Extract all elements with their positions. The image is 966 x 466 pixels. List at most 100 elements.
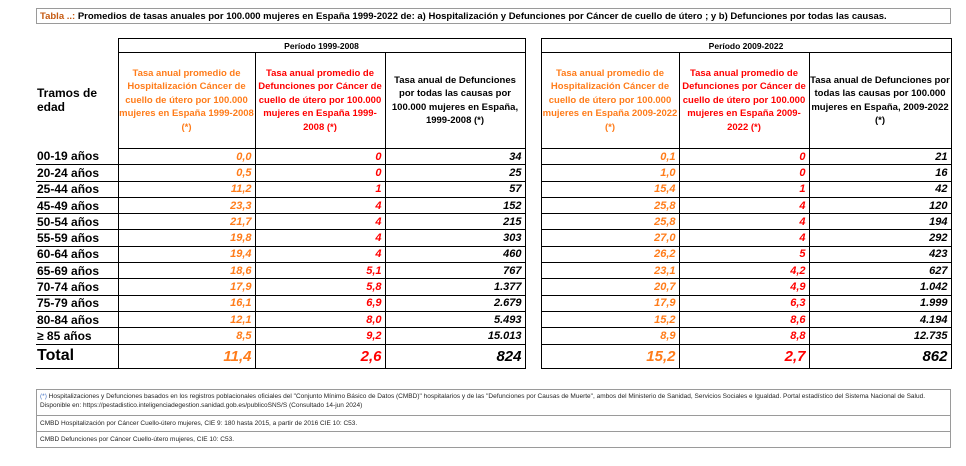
header-hosp-1999-2008: Tasa anual promedio de Hospitalización C…	[117, 52, 256, 149]
value-cell: 25	[384, 164, 526, 182]
value-cell: 16	[808, 164, 952, 182]
age-group-label: ≥ 85 años	[36, 327, 118, 345]
value-cell: 4	[254, 213, 386, 231]
value-cell: 292	[808, 229, 952, 247]
value-cell: 0,0	[117, 147, 256, 166]
table-row: ≥ 85 años 8,5 9,2 15.013 8,9 8,8 12.735	[36, 327, 952, 345]
table-title-text: Promedios de tasas anuales por 100.000 m…	[75, 11, 887, 22]
value-cell: 12,1	[117, 310, 256, 329]
value-cell: 4	[254, 245, 386, 264]
period-1-header: Período 1999-2008	[117, 38, 526, 53]
age-group-label: 50-54 años	[36, 213, 118, 231]
value-cell: 0	[678, 164, 810, 182]
table-row: 60-64 años 19,4 4 460 26,2 5 423	[36, 245, 952, 264]
footnote-cmbd-deaths: CMBD Defunciones por Cáncer Cuello-útero…	[36, 432, 951, 448]
value-cell: 25,8	[540, 196, 680, 215]
value-cell: 1	[678, 180, 810, 198]
value-cell: 17,9	[117, 278, 256, 296]
value-cell: 0	[678, 147, 810, 166]
table-row: 20-24 años 0,5 0 25 1,0 0 16	[36, 164, 952, 182]
table-row: 80-84 años 12,1 8,0 5.493 15,2 8,6 4.194	[36, 310, 952, 329]
age-group-label: 00-19 años	[36, 148, 118, 166]
value-cell: 460	[384, 245, 526, 264]
age-group-label: 20-24 años	[36, 164, 118, 182]
value-cell: 5	[678, 245, 810, 264]
value-cell: 20,7	[540, 278, 680, 296]
value-cell: 4	[254, 196, 386, 215]
value-cell: 194	[808, 213, 952, 231]
value-cell: 19,4	[117, 245, 256, 264]
table-row: 70-74 años 17,9 5,8 1.377 20,7 4,9 1.042	[36, 278, 952, 296]
value-cell: 26,2	[540, 245, 680, 264]
table-row: 45-49 años 23,3 4 152 25,8 4 120	[36, 196, 952, 215]
value-cell: 23,3	[117, 196, 256, 215]
value-cell: 8,6	[678, 310, 810, 329]
footnotes: (*) Hospitalizaciones y Defunciones basa…	[36, 389, 951, 448]
table-row: 65-69 años 18,6 5,1 767 23,1 4,2 627	[36, 262, 952, 280]
total-value-cell: 11,4	[117, 343, 256, 369]
value-cell: 215	[384, 213, 526, 231]
footnote-source-text: Hospitalizaciones y Defunciones basados …	[40, 393, 926, 409]
age-column-header: Tramos de edad	[37, 86, 98, 114]
value-cell: 4	[254, 229, 386, 247]
value-cell: 4	[678, 196, 810, 215]
age-group-label: 75-79 años	[36, 295, 118, 312]
value-cell: 303	[384, 229, 526, 247]
value-cell: 767	[384, 262, 526, 280]
value-cell: 1.999	[808, 294, 952, 312]
total-value-cell: 862	[808, 343, 952, 369]
value-cell: 0,5	[117, 164, 256, 182]
table-title: Tabla ..: Promedios de tasas anuales por…	[36, 8, 951, 24]
total-value-cell: 2,7	[678, 343, 810, 369]
value-cell: 120	[808, 196, 952, 215]
table-title-prefix: Tabla ..:	[40, 11, 76, 22]
value-cell: 8,9	[540, 327, 680, 345]
value-cell: 12.735	[808, 327, 952, 345]
value-cell: 11,2	[117, 180, 256, 198]
header-deaths-all-2009-2022: Tasa anual de Defunciones por todas las …	[808, 52, 952, 149]
value-cell: 15,4	[540, 180, 680, 198]
value-cell: 8,8	[678, 327, 810, 345]
value-cell: 6,9	[254, 294, 386, 312]
table-row: 00-19 años 0,0 0 34 0,1 0 21	[36, 147, 952, 166]
value-cell: 34	[384, 147, 526, 166]
rates-table: Período 1999-2008 Período 2009-2022 Tram…	[36, 38, 952, 369]
age-group-label: 25-44 años	[36, 181, 118, 198]
age-group-label: 60-64 años	[36, 246, 118, 264]
value-cell: 15.013	[384, 327, 526, 345]
table-row: 75-79 años 16,1 6,9 2.679 17,9 6,3 1.999	[36, 294, 952, 312]
value-cell: 1.042	[808, 278, 952, 296]
age-group-label: 65-69 años	[36, 262, 118, 280]
value-cell: 152	[384, 196, 526, 215]
age-group-label: Total	[36, 344, 118, 369]
value-cell: 1,0	[540, 164, 680, 182]
value-cell: 16,1	[117, 294, 256, 312]
period-header-row: Período 1999-2008 Período 2009-2022	[36, 38, 952, 53]
value-cell: 27,0	[540, 229, 680, 247]
value-cell: 627	[808, 262, 952, 280]
value-cell: 5,1	[254, 262, 386, 280]
value-cell: 4.194	[808, 310, 952, 329]
value-cell: 6,3	[678, 294, 810, 312]
footnote-asterisk: (*)	[40, 393, 47, 400]
value-cell: 1	[254, 180, 386, 198]
value-cell: 15,2	[540, 310, 680, 329]
table-body: 00-19 años 0,0 0 34 0,1 0 21 20-24 años 0,5 0 25 1,…	[36, 147, 952, 369]
value-cell: 0	[254, 164, 386, 182]
value-cell: 0,1	[540, 147, 680, 166]
value-cell: 5.493	[384, 310, 526, 329]
column-header-row: Tramos de edad Tasa anual promedio de Ho…	[36, 52, 952, 149]
value-cell: 4	[678, 229, 810, 247]
header-hosp-2009-2022: Tasa anual promedio de Hospitalización C…	[540, 52, 680, 149]
value-cell: 42	[808, 180, 952, 198]
age-group-label: 55-59 años	[36, 229, 118, 247]
value-cell: 8,5	[117, 327, 256, 345]
value-cell: 5,8	[254, 278, 386, 296]
total-value-cell: 15,2	[540, 343, 680, 369]
table-row: 25-44 años 11,2 1 57 15,4 1 42	[36, 180, 952, 198]
header-deaths-all-1999-2008: Tasa anual de Defunciones por todas las …	[384, 52, 526, 149]
table-row: 50-54 años 21,7 4 215 25,8 4 194	[36, 213, 952, 231]
value-cell: 423	[808, 245, 952, 264]
value-cell: 4,9	[678, 278, 810, 296]
period-2-header: Período 2009-2022	[540, 38, 952, 53]
